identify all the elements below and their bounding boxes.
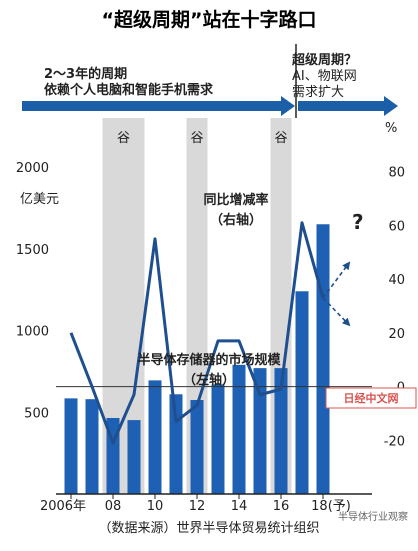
x-axis: 2006年 08 10 12 14 16 18(予) (40, 494, 351, 514)
era-left-line1: 2～3年的周期 (44, 66, 127, 82)
bar-series (64, 224, 330, 494)
line-series-label: 同比增减率 (203, 192, 268, 208)
trough-label: 谷 (190, 131, 203, 146)
x-tick-label: 10 (147, 499, 164, 514)
bar-series-sublabel: （左轴） (183, 372, 235, 388)
watermark-right: 半导体行业观察 (338, 510, 408, 523)
line-series (69, 221, 351, 445)
bar (274, 368, 288, 494)
era-right-line2: AI、物联网 (292, 69, 357, 84)
bar (127, 420, 141, 494)
source-note: （数据来源）世界半导体贸易统计组织 (98, 521, 319, 536)
bar (190, 400, 204, 494)
right-axis-unit: % (385, 121, 397, 136)
right-tick-label: 80 (388, 166, 405, 181)
right-tick-label: 40 (388, 273, 405, 288)
x-tick-label: 12 (189, 499, 206, 514)
watermark-left: 日经中文网 (325, 387, 417, 409)
watermark-left-text: 日经中文网 (344, 391, 399, 405)
bar-series-label: 半导体存储器的市场规模 (137, 352, 281, 368)
era-right-arrow (298, 96, 398, 116)
right-tick-label: 20 (388, 327, 405, 342)
forecast-question-mark: ? (352, 210, 364, 234)
era-right-line3: 需求扩大 (292, 85, 344, 100)
bar (316, 224, 330, 494)
forecast-branch-arrow (322, 297, 351, 327)
bar (64, 398, 78, 494)
right-tick-label: -20 (384, 434, 405, 449)
right-tick-label: 60 (388, 219, 405, 234)
x-tick-label: 2006年 (40, 499, 86, 514)
bar (253, 368, 267, 494)
left-axis: 500 1000 1500 2000 (16, 161, 49, 421)
x-tick-label: 14 (231, 499, 248, 514)
watermark-left-box (325, 387, 417, 409)
bar (148, 380, 162, 494)
forecast-branch-arrow (322, 261, 351, 299)
x-tick-label: 08 (105, 499, 122, 514)
trough-label: 谷 (117, 131, 130, 146)
left-tick-label: 1000 (16, 325, 49, 340)
line-series-sublabel: （右轴） (210, 212, 262, 228)
bar (85, 399, 99, 494)
era-left-arrow (22, 96, 295, 116)
chart-title: “超级周期”站在十字路口 (102, 8, 317, 31)
x-tick-label: 16 (273, 499, 290, 514)
left-tick-label: 500 (24, 406, 49, 421)
left-tick-label: 1500 (16, 243, 49, 258)
bar (232, 364, 246, 494)
left-tick-label: 2000 (16, 161, 49, 176)
x-tick-label: 18(予) (311, 499, 351, 514)
left-axis-unit: 亿美元 (20, 192, 59, 207)
era-right-line1: 超级周期？ (292, 52, 357, 68)
trough-label: 谷 (274, 131, 287, 146)
era-left-line2: 依赖个人电脑和智能手机需求 (44, 82, 214, 98)
bar (295, 291, 309, 494)
bar (211, 384, 225, 494)
